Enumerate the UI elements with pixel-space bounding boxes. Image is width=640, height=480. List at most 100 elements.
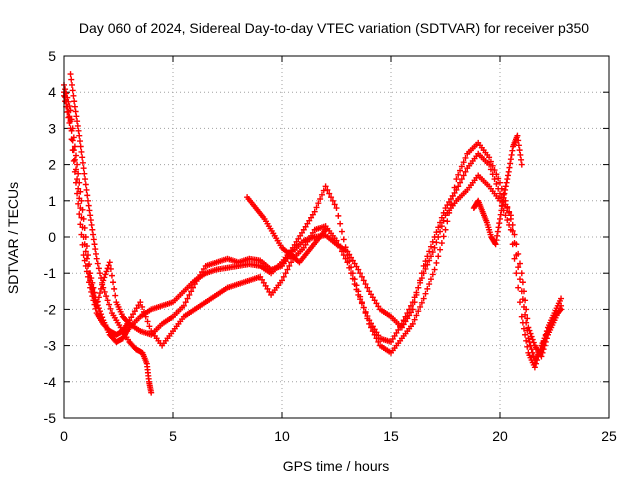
data-point	[322, 226, 329, 233]
data-point	[541, 342, 548, 349]
data-point	[101, 288, 108, 295]
data-point	[297, 232, 304, 239]
data-point	[402, 318, 409, 325]
data-point	[440, 233, 447, 240]
data-point	[68, 127, 75, 134]
data-point	[438, 240, 445, 247]
data-point	[522, 311, 529, 318]
data-point	[62, 86, 69, 93]
data-point	[95, 265, 102, 272]
data-point	[67, 118, 74, 125]
data-point	[302, 223, 309, 230]
data-point	[69, 87, 76, 94]
data-point	[431, 234, 438, 240]
y-tick-label: 2	[48, 157, 56, 173]
data-point	[504, 172, 511, 179]
data-point	[418, 270, 425, 277]
data-point	[346, 264, 353, 271]
data-point	[511, 255, 518, 262]
data-point	[506, 164, 513, 171]
data-point	[84, 197, 91, 204]
data-point	[499, 199, 506, 206]
data-point	[88, 281, 95, 288]
data-point	[518, 313, 525, 320]
data-point	[358, 300, 365, 307]
data-point	[523, 337, 530, 344]
data-point	[195, 275, 202, 282]
data-point	[77, 188, 84, 195]
data-point	[72, 152, 79, 159]
data-point	[83, 255, 90, 262]
data-point	[284, 266, 291, 273]
data-point	[103, 293, 110, 300]
data-point	[80, 234, 87, 240]
data-point	[315, 200, 322, 207]
data-point	[329, 197, 336, 204]
data-point	[495, 185, 502, 192]
data-point	[353, 263, 360, 270]
data-point	[82, 176, 89, 183]
data-point	[180, 302, 187, 309]
data-point	[517, 151, 524, 158]
y-tick-label: -4	[44, 374, 57, 390]
data-point	[499, 203, 506, 210]
data-point	[504, 176, 511, 183]
data-point	[362, 308, 369, 315]
data-point	[446, 199, 453, 206]
data-point	[437, 219, 444, 226]
data-point	[264, 285, 271, 292]
data-point	[509, 147, 516, 154]
data-point	[89, 226, 96, 233]
data-point	[426, 248, 433, 255]
data-point	[142, 313, 149, 320]
data-point	[349, 275, 356, 282]
data-point	[92, 305, 99, 312]
data-point	[77, 143, 84, 150]
data-point	[328, 194, 335, 201]
data-point	[84, 273, 91, 280]
data-point	[77, 205, 84, 212]
data-point	[515, 137, 522, 144]
y-tick-label: -1	[44, 265, 57, 281]
data-point	[449, 192, 456, 199]
data-point	[81, 241, 88, 248]
y-tick-label: -5	[44, 410, 57, 426]
data-point	[426, 281, 433, 288]
data-point	[371, 326, 378, 333]
data-point	[417, 277, 424, 284]
data-point	[344, 259, 351, 266]
data-point	[462, 168, 469, 175]
data-point	[420, 295, 427, 302]
data-point	[516, 260, 523, 267]
data-point	[497, 179, 503, 186]
data-point	[80, 252, 87, 259]
data-point	[148, 389, 155, 396]
data-point	[415, 284, 422, 291]
data-point	[491, 240, 498, 247]
x-axis-label: GPS time / hours	[283, 458, 390, 474]
y-tick-label: 1	[48, 193, 56, 209]
data-point	[526, 327, 533, 334]
data-point	[417, 303, 424, 310]
data-point	[94, 298, 101, 305]
data-point	[346, 251, 353, 258]
data-point	[495, 224, 502, 231]
data-point	[508, 151, 515, 158]
data-point	[87, 277, 94, 284]
data-point	[427, 276, 434, 283]
data-point	[133, 305, 140, 312]
data-point	[67, 71, 74, 78]
data-point	[337, 220, 344, 227]
data-point	[93, 302, 100, 309]
data-point	[78, 148, 85, 155]
data-point	[534, 357, 541, 364]
data-point	[516, 299, 523, 306]
data-point	[103, 268, 110, 275]
data-point	[340, 236, 347, 243]
data-point	[106, 301, 113, 308]
data-point	[440, 209, 447, 216]
data-point	[531, 364, 538, 371]
data-point	[462, 154, 469, 161]
series-track-d	[67, 71, 155, 396]
